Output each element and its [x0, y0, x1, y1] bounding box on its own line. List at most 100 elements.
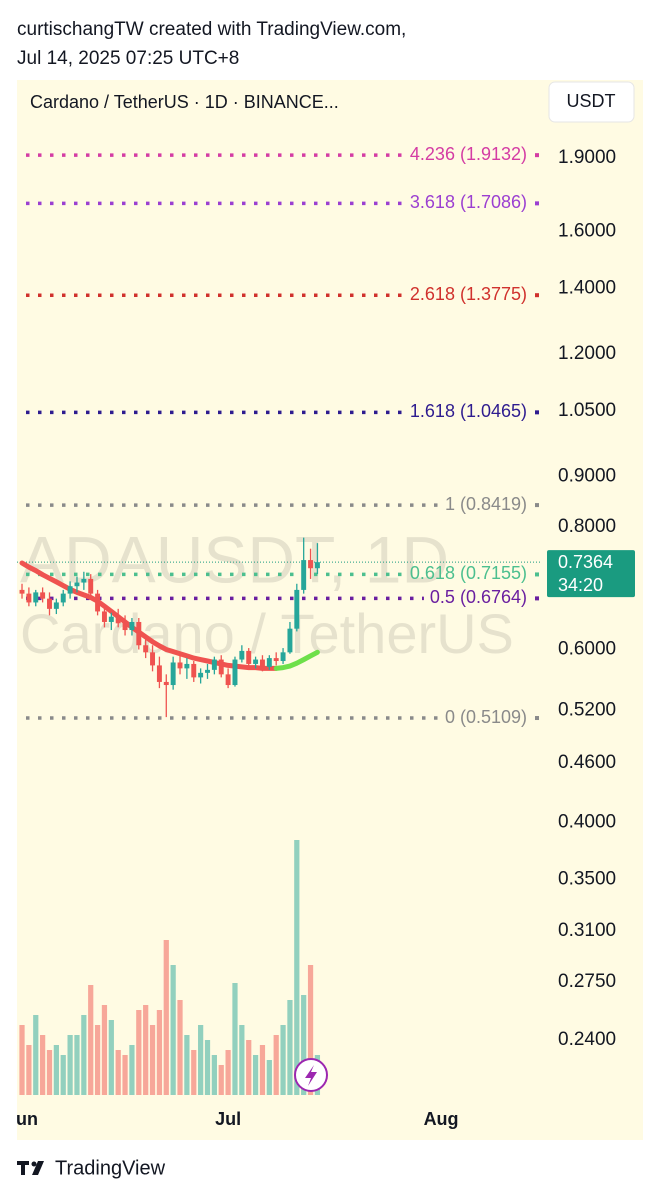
candle-body [280, 652, 286, 662]
candle-body [225, 674, 231, 686]
footer-brand: TradingView [55, 1157, 166, 1179]
candle-body [95, 593, 101, 612]
volume-bar [232, 983, 238, 1095]
volume-bar [136, 1010, 142, 1095]
candle-body [150, 652, 156, 666]
candle-body [129, 621, 135, 631]
y-tick-label: 0.9000 [558, 466, 616, 487]
candle-body [177, 662, 183, 669]
volume-bar [184, 1035, 190, 1095]
volume-bar [177, 1000, 183, 1095]
candle-body [101, 611, 107, 622]
candle-body [74, 582, 80, 587]
lightning-icon [305, 1065, 317, 1086]
candle-body [115, 616, 121, 624]
moving-average [273, 649, 320, 671]
y-tick-label: 0.2750 [558, 971, 616, 992]
fib-end-dot [535, 503, 539, 508]
candle-body [253, 659, 259, 664]
header-author: curtischangTW created with TradingView.c… [17, 19, 406, 40]
volume-bar [26, 1045, 32, 1095]
candle-body [163, 681, 169, 686]
candle-body [156, 665, 162, 682]
candle-body [60, 593, 66, 603]
fib-label: 2.618 (1.3775) [410, 284, 527, 304]
candle-body [191, 663, 197, 678]
candle-body [108, 616, 114, 622]
volume-bar [294, 840, 300, 1095]
candle-body [273, 658, 279, 662]
y-tick-label: 1.6000 [558, 220, 616, 241]
fib-label: 0.618 (0.7155) [410, 563, 527, 583]
volume-bar [53, 1045, 59, 1095]
fib-end-dot [535, 293, 539, 298]
volume-bar [94, 1025, 101, 1095]
volume-bar [280, 1025, 286, 1095]
y-tick-label: 0.3500 [558, 868, 616, 889]
y-tick-label: 0.3100 [558, 920, 616, 941]
y-tick-label: 0.5200 [558, 700, 616, 721]
volume-layer [19, 840, 321, 1095]
fib-end-dot [535, 153, 539, 158]
fib-label: 1 (0.8419) [445, 494, 527, 514]
volume-bar [252, 1055, 259, 1095]
currency-button[interactable] [548, 81, 635, 123]
candle-body [239, 650, 245, 660]
candle-body [33, 592, 39, 603]
candle-body [47, 598, 52, 609]
fib-end-dot [535, 410, 539, 415]
candle-body [211, 659, 217, 670]
candle-body [122, 623, 128, 631]
candle-body [19, 589, 25, 594]
y-tick-label: 0.4600 [558, 752, 616, 773]
volume-bar [129, 1045, 135, 1095]
volume-bar [122, 1055, 128, 1095]
volume-bar [46, 1050, 53, 1095]
y-tick-label: 0.2400 [558, 1029, 616, 1050]
candle-body [136, 621, 142, 646]
candle-body [301, 560, 307, 590]
volume-bar [67, 1035, 73, 1095]
volume-bar [273, 1035, 279, 1095]
candle-body [81, 578, 87, 583]
volume-bar [239, 1025, 245, 1095]
fib-label: 1.618 (1.0465) [410, 401, 527, 421]
candle-body [53, 602, 59, 609]
fib-end-dot [535, 596, 539, 601]
watermark-name: Cardano / TetherUS [20, 602, 514, 665]
fib-label: 0.5 (0.6764) [430, 587, 527, 607]
volume-bar [108, 1020, 114, 1095]
currency-label[interactable]: USDT [567, 91, 616, 111]
candle-layer [19, 537, 320, 718]
axis-layer: 1.9000 1.6000 1.4000 1.2000 1.0500 0.9000 0.80… [17, 147, 616, 1129]
candle-body [232, 659, 238, 686]
candle-body [218, 659, 224, 675]
volume-bar [204, 1040, 211, 1095]
volume-bar [101, 1005, 108, 1095]
y-tick-label: 1.0500 [558, 400, 616, 421]
candle-body [67, 586, 73, 594]
candle-body [259, 659, 265, 667]
volume-bar [88, 985, 94, 1095]
candle-body [170, 662, 176, 686]
volume-bar [191, 1050, 197, 1095]
volume-bar [40, 1035, 46, 1095]
volume-bar [259, 1045, 266, 1095]
volume-bar [307, 965, 314, 1095]
chart-panel [17, 80, 643, 1140]
last-price-box [547, 550, 635, 598]
fib-label: 0 (0.5109) [445, 707, 527, 727]
candle-body [287, 628, 293, 653]
volume-bar [33, 1015, 39, 1095]
volume-bar [81, 1015, 87, 1095]
candle-body [294, 589, 300, 629]
fib-layer: 4.236 (1.9132) 3.618 (1.7086) 2.618 (1.377… [17, 144, 540, 727]
candle-body [266, 658, 272, 667]
candle-body [26, 593, 32, 603]
volume-bar [287, 1000, 293, 1095]
tv-logo [17, 1161, 44, 1175]
y-tick-label: 1.4000 [558, 277, 616, 298]
volume-bar [170, 965, 176, 1095]
countdown-label: 34:20 [558, 575, 603, 595]
